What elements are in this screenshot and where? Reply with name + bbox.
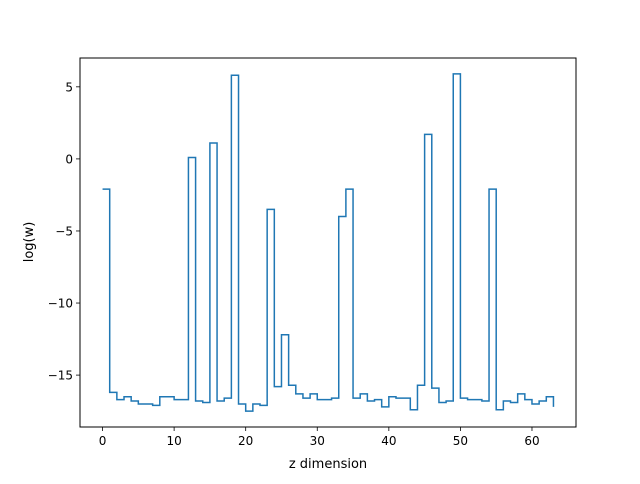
y-tick-label: −10 (48, 297, 73, 311)
y-tick-label: −5 (55, 224, 73, 238)
x-tick-label: 20 (238, 434, 253, 448)
y-tick-label: 5 (65, 80, 73, 94)
x-tick-label: 50 (453, 434, 468, 448)
axes-frame (79, 57, 577, 428)
x-tick-label: 0 (99, 434, 107, 448)
y-tick-label: 0 (65, 152, 73, 166)
series-line (102, 73, 555, 412)
x-tick-label: 10 (166, 434, 181, 448)
y-tick-label: −15 (48, 369, 73, 383)
x-tick-label: 30 (310, 434, 325, 448)
y-axis-label: log(w) (22, 222, 37, 263)
x-tick-label: 40 (381, 434, 396, 448)
x-tick-label: 60 (524, 434, 539, 448)
x-axis-label: z dimension (289, 457, 367, 472)
